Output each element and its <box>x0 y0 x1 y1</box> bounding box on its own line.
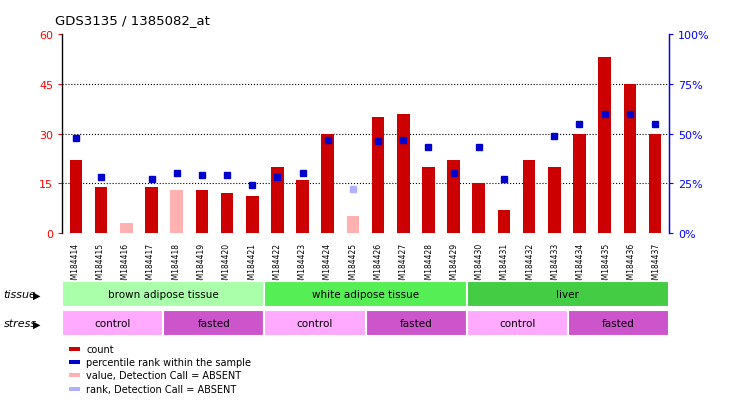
Bar <box>648 134 662 233</box>
Bar <box>265 282 466 308</box>
Text: GSM184420: GSM184420 <box>222 242 231 288</box>
Text: white adipose tissue: white adipose tissue <box>312 290 419 300</box>
Text: GSM184427: GSM184427 <box>399 242 408 288</box>
Text: GSM184415: GSM184415 <box>96 242 105 288</box>
Text: GSM184418: GSM184418 <box>171 242 181 288</box>
Text: GSM184432: GSM184432 <box>526 242 534 288</box>
Text: GSM184419: GSM184419 <box>197 242 205 288</box>
Text: stress: stress <box>4 318 37 329</box>
Bar <box>196 190 208 233</box>
Bar <box>221 194 233 233</box>
Bar <box>366 311 466 337</box>
Bar <box>246 197 259 233</box>
Text: control: control <box>499 318 535 329</box>
Text: GSM184436: GSM184436 <box>626 242 635 288</box>
Bar <box>573 134 586 233</box>
Text: GSM184426: GSM184426 <box>374 242 382 288</box>
Text: GSM184435: GSM184435 <box>601 242 610 288</box>
Bar <box>568 311 669 337</box>
Text: value, Detection Call = ABSENT: value, Detection Call = ABSENT <box>86 370 241 380</box>
Bar <box>397 114 409 233</box>
Bar <box>265 311 366 337</box>
Text: GSM184428: GSM184428 <box>424 242 433 288</box>
Bar <box>163 311 265 337</box>
Bar <box>62 282 265 308</box>
Bar <box>466 311 568 337</box>
Text: GSM184414: GSM184414 <box>70 242 79 288</box>
Bar <box>95 187 107 233</box>
Text: control: control <box>94 318 131 329</box>
Text: GSM184417: GSM184417 <box>146 242 155 288</box>
Text: percentile rank within the sample: percentile rank within the sample <box>86 357 251 367</box>
Text: GSM184430: GSM184430 <box>474 242 484 288</box>
Bar <box>624 85 636 233</box>
Bar <box>466 282 669 308</box>
Text: GSM184422: GSM184422 <box>273 242 281 288</box>
Text: count: count <box>86 344 114 354</box>
Bar <box>296 180 309 233</box>
Text: GSM184431: GSM184431 <box>500 242 509 288</box>
Text: liver: liver <box>556 290 579 300</box>
Bar <box>422 167 435 233</box>
Text: fasted: fasted <box>197 318 230 329</box>
Bar <box>346 217 359 233</box>
Bar <box>372 118 385 233</box>
Text: fasted: fasted <box>602 318 635 329</box>
Bar <box>69 161 83 233</box>
Bar <box>548 167 561 233</box>
Text: GSM184437: GSM184437 <box>652 242 661 288</box>
Bar <box>472 184 485 233</box>
Text: brown adipose tissue: brown adipose tissue <box>108 290 219 300</box>
Bar <box>599 58 611 233</box>
Bar <box>498 210 510 233</box>
Bar <box>447 161 460 233</box>
Text: tissue: tissue <box>4 290 37 300</box>
Bar <box>170 190 183 233</box>
Bar <box>62 311 163 337</box>
Text: rank, Detection Call = ABSENT: rank, Detection Call = ABSENT <box>86 384 237 394</box>
Text: GSM184434: GSM184434 <box>576 242 585 288</box>
Bar <box>523 161 535 233</box>
Text: GSM184416: GSM184416 <box>121 242 130 288</box>
Text: GSM184423: GSM184423 <box>298 242 307 288</box>
Text: GDS3135 / 1385082_at: GDS3135 / 1385082_at <box>55 14 210 27</box>
Bar <box>145 187 158 233</box>
Text: GSM184421: GSM184421 <box>247 242 257 288</box>
Bar <box>322 134 334 233</box>
Bar <box>120 223 132 233</box>
Text: ▶: ▶ <box>33 318 40 329</box>
Text: GSM184425: GSM184425 <box>349 242 357 288</box>
Text: control: control <box>297 318 333 329</box>
Text: GSM184424: GSM184424 <box>323 242 332 288</box>
Text: ▶: ▶ <box>33 290 40 300</box>
Text: GSM184429: GSM184429 <box>450 242 458 288</box>
Text: fasted: fasted <box>400 318 433 329</box>
Text: GSM184433: GSM184433 <box>550 242 560 288</box>
Bar <box>271 167 284 233</box>
